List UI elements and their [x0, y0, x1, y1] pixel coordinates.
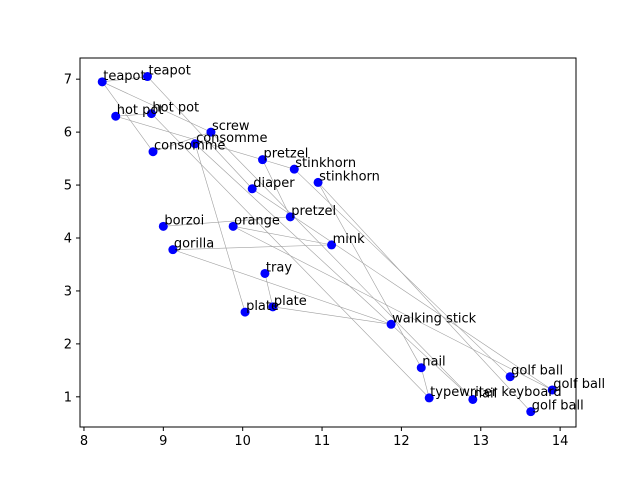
data-point [505, 372, 515, 382]
data-point [111, 111, 121, 121]
y-axis-ticks: 1 2 3 4 5 6 7 [64, 73, 80, 405]
x-axis-ticks: 8 9 10 11 12 13 14 [80, 427, 569, 449]
data-point [268, 302, 278, 312]
connection-line [262, 159, 291, 217]
connection-line [317, 182, 531, 412]
data-point [258, 155, 268, 165]
data-point [228, 221, 238, 231]
x-tick-label: 13 [472, 434, 489, 449]
point-label: teapot [103, 69, 145, 84]
point-label: pretzel [291, 204, 336, 219]
connection-line [115, 115, 263, 160]
x-tick-label: 12 [393, 434, 410, 449]
connections-layer [101, 76, 553, 412]
points-layer [97, 72, 557, 417]
x-tick-label: 14 [552, 434, 569, 449]
data-point [240, 307, 250, 317]
connection-line [420, 367, 430, 398]
x-tick-label: 11 [314, 434, 331, 449]
connection-line [102, 81, 212, 133]
y-tick-label: 6 [64, 126, 72, 141]
point-label: plate [274, 294, 307, 309]
y-tick-label: 2 [64, 337, 72, 352]
point-label: stinkhorn [319, 169, 380, 184]
point-label: nail [474, 386, 497, 401]
point-label: golf ball [553, 377, 605, 392]
point-label: gorilla [174, 237, 214, 252]
data-point [158, 221, 168, 231]
connection-line [152, 131, 212, 152]
data-point [424, 393, 434, 403]
data-point [547, 385, 557, 395]
point-label: borzoi [164, 213, 204, 228]
connection-line [233, 226, 553, 391]
connection-line [390, 324, 474, 400]
data-point [285, 212, 295, 222]
point-label: walking stick [392, 311, 477, 326]
data-point [526, 407, 536, 417]
point-label: stinkhorn [295, 156, 356, 171]
data-point [206, 127, 216, 137]
x-tick-label: 8 [80, 434, 88, 449]
point-label: typewriter keyboard [430, 385, 561, 400]
data-point [416, 363, 426, 373]
connection-line [194, 143, 246, 313]
y-tick-label: 3 [64, 284, 72, 299]
connection-line [194, 143, 392, 325]
data-point [386, 319, 396, 329]
data-point [468, 394, 478, 404]
point-label: diaper [253, 176, 295, 191]
point-label: consomme [154, 139, 225, 154]
point-label: hot pot [117, 103, 164, 118]
data-point [289, 164, 299, 174]
y-tick-label: 5 [64, 179, 72, 194]
connection-line [147, 76, 253, 189]
connection-line [317, 182, 422, 368]
data-point [148, 147, 158, 157]
point-label: hot pot [152, 101, 199, 116]
point-label: tray [266, 260, 292, 275]
point-label: pretzel [264, 147, 309, 162]
point-label: plate [246, 299, 279, 314]
connection-line [101, 81, 154, 152]
connection-line [115, 113, 152, 117]
x-tick-label: 10 [234, 434, 251, 449]
point-label: golf ball [511, 364, 563, 379]
data-point [97, 77, 107, 87]
axes-frame [79, 57, 577, 428]
data-point [146, 109, 156, 119]
data-point [327, 240, 337, 250]
point-label: screw [212, 119, 250, 134]
connection-line [102, 76, 148, 83]
point-label: consomme [196, 131, 267, 146]
connection-line [264, 273, 274, 307]
connection-line [172, 249, 392, 325]
connection-line [233, 226, 332, 246]
data-point [168, 245, 178, 255]
data-point [142, 72, 152, 82]
point-label: golf ball [532, 399, 584, 414]
connection-line [262, 159, 295, 170]
data-point [260, 268, 270, 278]
y-tick-label: 1 [64, 390, 72, 405]
connection-line [210, 131, 474, 400]
connection-line [172, 244, 332, 250]
connection-line [272, 306, 392, 325]
point-label: orange [234, 213, 280, 228]
point-label: teapot [148, 64, 190, 79]
connection-line [163, 216, 291, 227]
point-label: nail [422, 355, 445, 370]
x-tick-label: 9 [159, 434, 167, 449]
point-label: mink [333, 232, 366, 247]
data-point [247, 184, 257, 194]
data-point [190, 139, 200, 149]
y-tick-label: 4 [64, 232, 72, 247]
data-point [313, 177, 323, 187]
y-tick-label: 7 [64, 73, 72, 88]
connection-line [252, 188, 553, 391]
